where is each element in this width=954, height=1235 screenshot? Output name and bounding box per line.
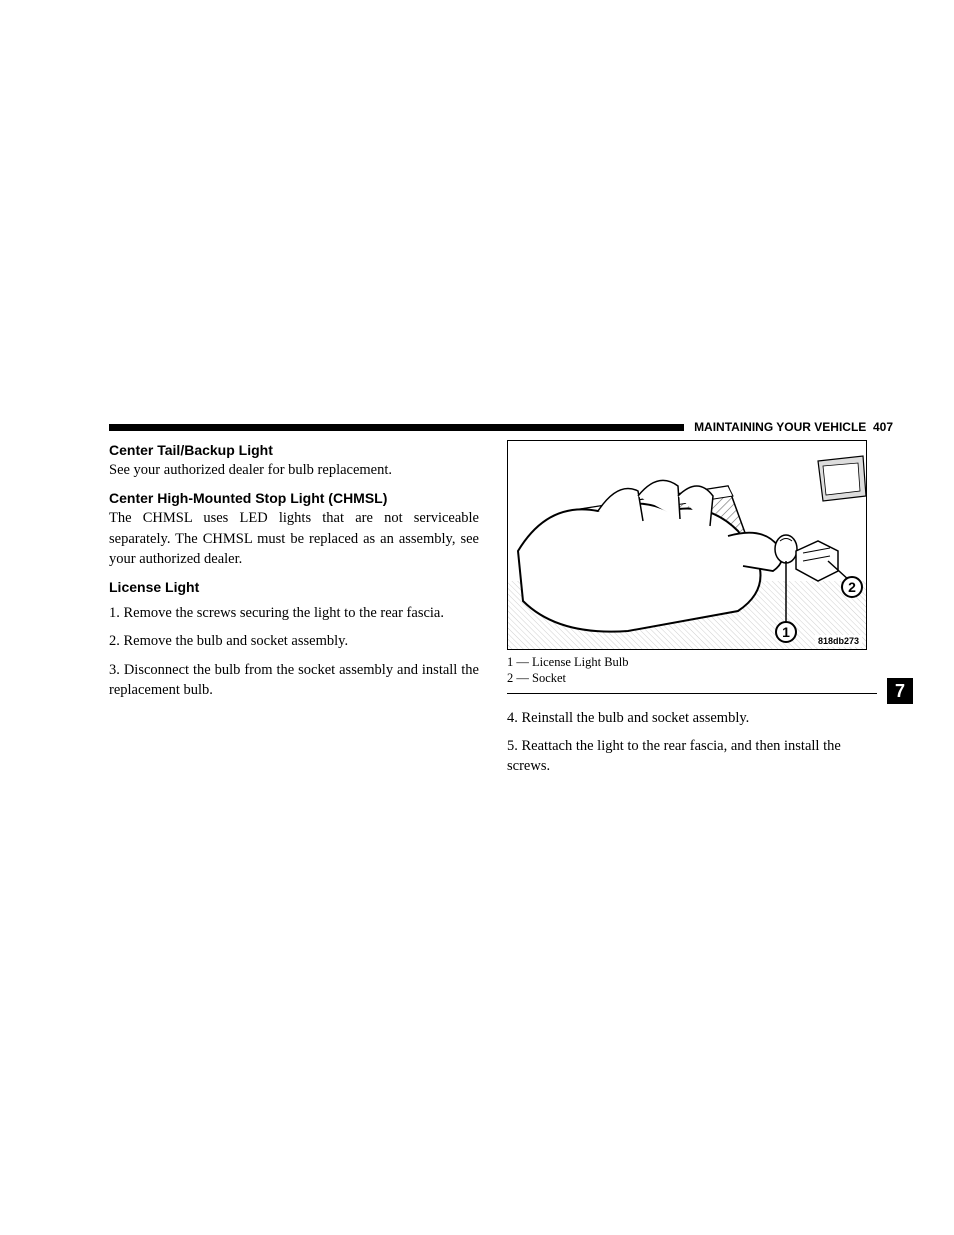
heading-center-tail: Center Tail/Backup Light [109, 442, 479, 458]
page-content: MAINTAINING YOUR VEHICLE 407 Center Tail… [109, 420, 893, 776]
legend-divider [507, 693, 877, 694]
legend-line-2: 2 — Socket [507, 670, 877, 686]
step-5: 5. Reattach the light to the rear fascia… [507, 736, 877, 777]
right-column: 1 2 818db273 1 — License Light Bulb 2 — … [507, 440, 877, 776]
header-title: MAINTAINING YOUR VEHICLE 407 [684, 420, 893, 434]
license-light-figure: 1 2 818db273 [507, 440, 867, 650]
step-3: 3. Disconnect the bulb from the socket a… [109, 660, 479, 701]
callout-1-label: 1 [782, 624, 790, 640]
heading-chmsl: Center High-Mounted Stop Light (CHMSL) [109, 490, 479, 506]
image-code: 818db273 [815, 635, 862, 647]
text-chmsl: The CHMSL uses LED lights that are not s… [109, 508, 479, 569]
figure-legend: 1 — License Light Bulb 2 — Socket [507, 654, 877, 691]
text-center-tail: See your authorized dealer for bulb repl… [109, 460, 479, 480]
legend-line-1: 1 — License Light Bulb [507, 654, 877, 670]
figure-illustration [508, 441, 867, 650]
page-number: 407 [873, 420, 893, 434]
callout-2-label: 2 [848, 579, 856, 595]
page-header: MAINTAINING YOUR VEHICLE 407 [109, 420, 893, 434]
step-2: 2. Remove the bulb and socket assembly. [109, 631, 479, 651]
two-column-layout: Center Tail/Backup Light See your author… [109, 440, 893, 776]
callout-1: 1 [775, 621, 797, 643]
heading-license-light: License Light [109, 579, 479, 595]
header-rule [109, 424, 684, 431]
left-column: Center Tail/Backup Light See your author… [109, 440, 479, 776]
step-1: 1. Remove the screws securing the light … [109, 603, 479, 623]
step-4: 4. Reinstall the bulb and socket assembl… [507, 708, 877, 728]
section-tab-number: 7 [895, 681, 905, 702]
section-tab: 7 [887, 678, 913, 704]
section-title: MAINTAINING YOUR VEHICLE [694, 420, 866, 434]
callout-2: 2 [841, 576, 863, 598]
